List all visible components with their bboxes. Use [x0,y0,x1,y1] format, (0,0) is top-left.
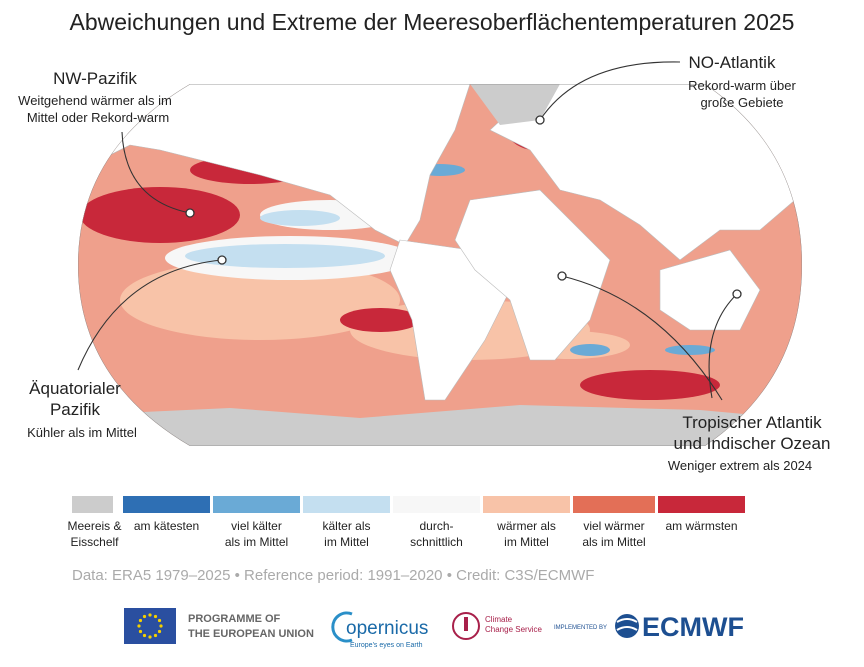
map [78,84,802,446]
eu-star [153,614,158,619]
legend-label: am wärmsten [665,519,737,533]
legend-swatch [213,496,300,513]
legend: Meereis & Eisschelf am kätesten viel kälter… [67,496,745,549]
ecmwf: ECMWF [642,612,744,642]
callout-heading: und Indischer Ozean [674,434,831,453]
callout-text: Weitgehend wärmer als im [18,93,172,108]
legend-label: schnittlich [410,535,463,549]
copernicus: opernicus [346,618,428,639]
callout-heading: NW-Pazifik [53,69,137,88]
legend-label: durch- [419,519,453,533]
callout-heading: Äquatorialer [29,379,121,398]
legend-swatch [303,496,390,513]
legend-label: Meereis & [67,519,121,533]
callout-text: Mittel oder Rekord-warm [27,110,169,125]
callout-heading: Tropischer Atlantik [682,413,822,432]
credit: Data: ERA5 1979–2025 • Reference period:… [72,567,594,584]
eu-text: PROGRAMME OF [188,613,281,625]
eu-star [148,613,152,617]
callout-heading: Pazifik [50,400,101,419]
legend-label: Eisschelf [70,535,119,549]
callout-text: große Gebiete [700,95,783,110]
callout-text: Kühler als im Mittel [27,425,137,440]
eu-text: THE EUROPEAN UNION [188,628,314,640]
markers [185,115,742,299]
callout-text: Weniger extrem als 2024 [668,458,812,473]
eu-star [137,624,141,628]
legend-label: als im Mittel [225,535,288,549]
legend-label: kälter als [322,519,370,533]
legend-label: viel wärmer [583,519,644,533]
eu-star [142,633,147,638]
implemented-by: IMPLEMENTED BY [554,625,607,631]
eu-star [148,635,152,639]
c3s-text: Change Service [485,625,542,634]
eu-star [159,624,163,628]
copernicus-tagline: Europe's eyes on Earth [350,642,423,649]
legend-swatch [393,496,480,513]
legend-swatch [573,496,655,513]
legend-label: im Mittel [324,535,369,549]
eu-star [157,618,162,623]
legend-label: im Mittel [504,535,549,549]
legend-label: am kätesten [134,519,199,533]
logos: PROGRAMME OF THE EUROPEAN UNION opernicu… [124,608,744,649]
callout-heading: NO-Atlantik [689,53,776,72]
legend-swatch [123,496,210,513]
callout-text: Rekord-warm über [688,78,796,93]
eu-star [157,629,162,634]
legend-label: viel kälter [231,519,282,533]
legend-label: als im Mittel [582,535,645,549]
title: Abweichungen und Extreme der Meeresoberf… [70,9,795,35]
leader-lines [77,61,738,401]
c3s-text: Climate [485,615,513,624]
legend-swatch [72,496,113,513]
legend-label: wärmer als [496,519,556,533]
eu-star [142,614,147,619]
eu-star [153,633,158,638]
legend-swatch [658,496,745,513]
eu-star [138,618,143,623]
legend-swatch [483,496,570,513]
eu-star [138,629,143,634]
